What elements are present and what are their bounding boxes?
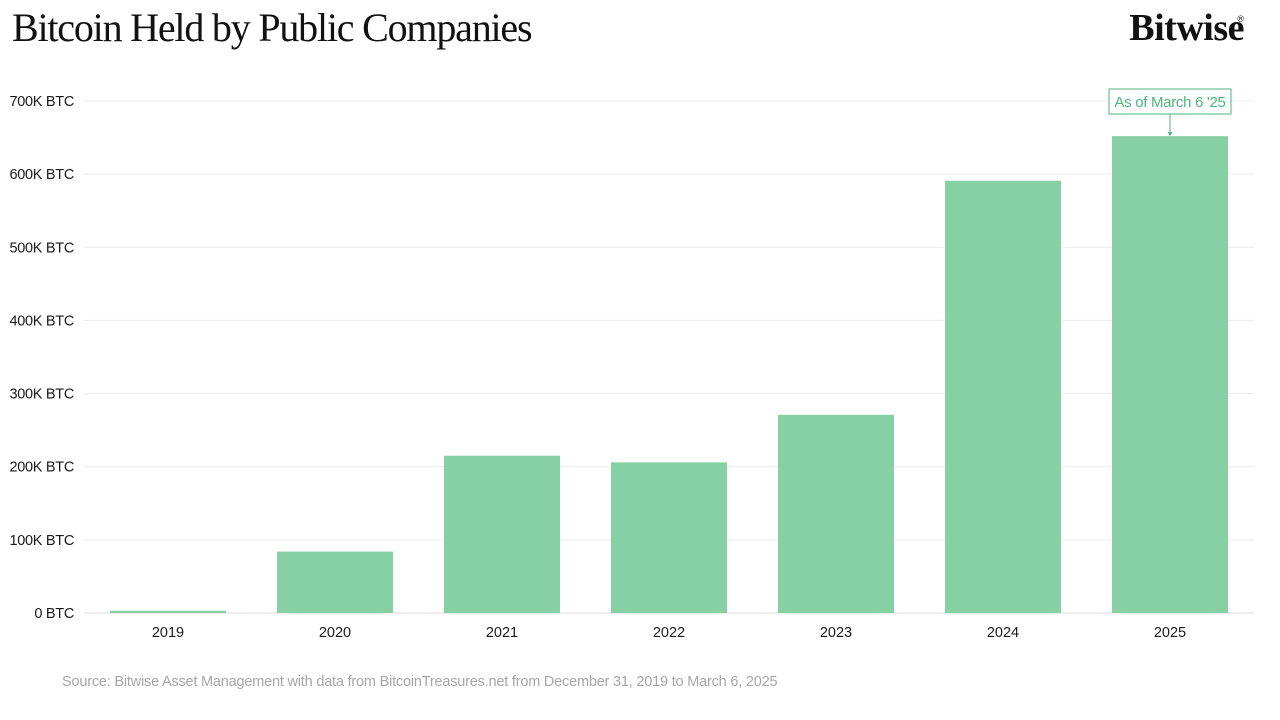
bar-2023 bbox=[778, 414, 894, 613]
y-tick-label: 600K BTC bbox=[10, 167, 75, 183]
source-note: Source: Bitwise Asset Management with da… bbox=[62, 674, 778, 690]
bar-2022 bbox=[611, 462, 727, 613]
y-tick-label: 300K BTC bbox=[10, 387, 75, 403]
y-tick-label: 400K BTC bbox=[10, 313, 75, 329]
bar-2019 bbox=[110, 610, 226, 613]
bar-2024 bbox=[945, 180, 1061, 613]
bar-2020 bbox=[277, 551, 393, 613]
x-tick-label: 2020 bbox=[319, 625, 351, 641]
annotation: As of March 6 '25 bbox=[1108, 88, 1232, 137]
x-tick-label: 2019 bbox=[152, 625, 184, 641]
y-tick-label: 500K BTC bbox=[10, 240, 75, 256]
annotation-box bbox=[1108, 88, 1232, 115]
x-axis: 2019 2020 2021 2022 2023 2024 2025 bbox=[152, 625, 1186, 641]
bitwise-logo: Bitwise bbox=[1129, 7, 1244, 49]
x-tick-label: 2022 bbox=[653, 625, 685, 641]
chart-title: Bitcoin Held by Public Companies bbox=[12, 5, 533, 50]
x-tick-label: 2025 bbox=[1154, 625, 1186, 641]
bars bbox=[110, 136, 1228, 613]
y-tick-label: 200K BTC bbox=[10, 460, 75, 476]
y-tick-label: 0 BTC bbox=[34, 606, 74, 622]
x-tick-label: 2024 bbox=[987, 625, 1019, 641]
bar-2025 bbox=[1112, 136, 1228, 613]
y-tick-label: 700K BTC bbox=[10, 94, 75, 110]
bar-2021 bbox=[444, 455, 560, 613]
x-tick-label: 2023 bbox=[820, 625, 852, 641]
registered-mark: ® bbox=[1237, 14, 1244, 24]
x-tick-label: 2021 bbox=[486, 625, 518, 641]
y-axis: 0 BTC 100K BTC 200K BTC 300K BTC 400K BTC 500… bbox=[10, 94, 75, 622]
annotation-arrowhead bbox=[1167, 132, 1173, 137]
y-tick-label: 100K BTC bbox=[10, 533, 75, 549]
annotation-label: As of March 6 '25 bbox=[1114, 94, 1225, 111]
